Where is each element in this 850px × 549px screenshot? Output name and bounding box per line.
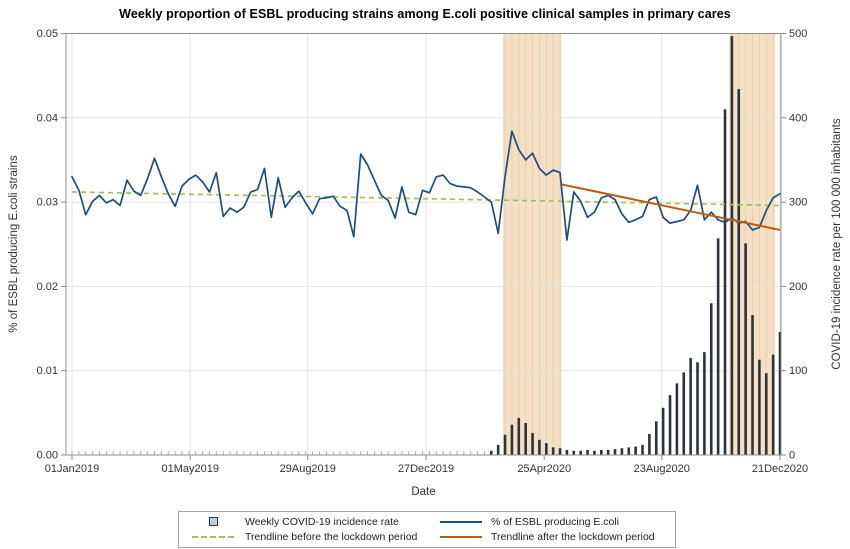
covid-bar — [503, 434, 507, 455]
legend-label-covid: Weekly COVID-19 incidence rate — [245, 515, 399, 528]
covid-bar — [771, 354, 775, 455]
y-axis-title-left: % of ESBL producing E.coli strains — [8, 155, 20, 333]
covid-bar — [496, 444, 500, 455]
covid-bar — [696, 362, 699, 455]
covid-bar — [709, 303, 713, 455]
y-left-tick-label: 0.00 — [37, 450, 58, 462]
plot-frame — [65, 33, 782, 456]
y-right-tick-label: 300 — [789, 197, 807, 209]
covid-bar — [599, 449, 603, 455]
covid-bar — [744, 243, 747, 455]
x-axis-title: Date — [411, 486, 436, 498]
covid-bar — [627, 447, 631, 455]
x-tick-label: 27Dec2019 — [398, 463, 454, 475]
y-left-tick-label: 0.03 — [37, 197, 58, 209]
esbl-line-marker-icon — [440, 520, 482, 523]
legend-label-trend-after: Trendline after the lockdown period — [491, 531, 655, 544]
covid-bar — [682, 372, 686, 455]
covid-bar — [558, 448, 562, 455]
covid-bar — [675, 383, 679, 455]
covid-bar-marker-icon — [208, 517, 218, 527]
covid-bar — [551, 447, 555, 455]
y-left-tick-label: 0.05 — [37, 28, 58, 40]
covid-bar — [544, 443, 548, 455]
trend-before-marker-icon — [192, 536, 234, 539]
covid-bar — [524, 422, 527, 455]
covid-bar — [648, 433, 651, 455]
y-right-tick-label: 400 — [789, 112, 807, 124]
covid-bar — [620, 448, 624, 455]
covid-bar — [764, 373, 768, 455]
legend-swatch-covid — [185, 517, 241, 527]
y-left-tick-label: 0.04 — [37, 112, 58, 124]
x-tick-label: 21Dec2020 — [752, 463, 808, 475]
covid-bar — [565, 449, 569, 455]
covid-bar — [661, 407, 665, 455]
covid-bar — [634, 446, 637, 455]
legend-label-trend-before: Trendline before the lockdown period — [245, 531, 418, 544]
covid-bar — [593, 450, 596, 455]
x-tick-label: 29Aug2019 — [280, 463, 336, 475]
covid-bar — [716, 238, 720, 455]
covid-bar — [490, 450, 493, 455]
covid-bar — [517, 417, 521, 455]
y-axis-title-right: COVID-19 incidence rate per 100 000 inha… — [831, 118, 843, 370]
x-tick-label: 01Jan2019 — [45, 463, 99, 475]
covid-bar — [668, 395, 672, 455]
chart-title: Weekly proportion of ESBL producing stra… — [119, 7, 731, 21]
covid-bar — [579, 450, 582, 455]
covid-bar — [689, 358, 692, 455]
legend: Weekly COVID-19 incidence rate % of ESBL… — [178, 511, 676, 548]
covid-bar — [703, 352, 706, 455]
covid-bar — [654, 421, 658, 455]
y-right-tick-label: 100 — [789, 365, 807, 377]
covid-bar — [641, 444, 644, 455]
esbl-line — [71, 130, 781, 241]
covid-bar — [751, 315, 754, 455]
trendline-after — [561, 183, 781, 231]
x-tick-label: 25Apr2020 — [517, 463, 571, 475]
trendline-before — [71, 191, 781, 207]
y-right-tick-label: 200 — [789, 281, 807, 293]
y-left-tick-label: 0.02 — [37, 281, 58, 293]
legend-swatch-esbl — [435, 520, 487, 523]
legend-label-esbl: % of ESBL producing E.coli — [491, 515, 620, 528]
legend-swatch-trend-after — [435, 536, 487, 539]
covid-bar — [572, 450, 576, 455]
covid-bar — [730, 36, 734, 456]
y-right-tick-label: 0 — [789, 450, 795, 462]
covid-bar — [606, 449, 610, 455]
legend-swatch-trend-before — [185, 536, 241, 539]
covid-bar — [758, 359, 761, 455]
covid-bar — [538, 439, 541, 455]
y-left-tick-label: 0.01 — [37, 365, 58, 377]
x-tick-label: 01May2019 — [161, 463, 219, 475]
covid-bar — [613, 449, 617, 455]
covid-bar — [737, 89, 741, 455]
lockdown-band — [502, 33, 562, 455]
covid-bar — [510, 424, 514, 455]
x-tick-label: 23Aug2020 — [634, 463, 690, 475]
covid-bar — [723, 109, 727, 456]
trend-after-marker-icon — [440, 536, 482, 539]
covid-bar — [531, 433, 534, 455]
covid-bar — [778, 331, 782, 455]
covid-bar — [586, 449, 589, 455]
y-right-tick-label: 500 — [789, 28, 807, 40]
